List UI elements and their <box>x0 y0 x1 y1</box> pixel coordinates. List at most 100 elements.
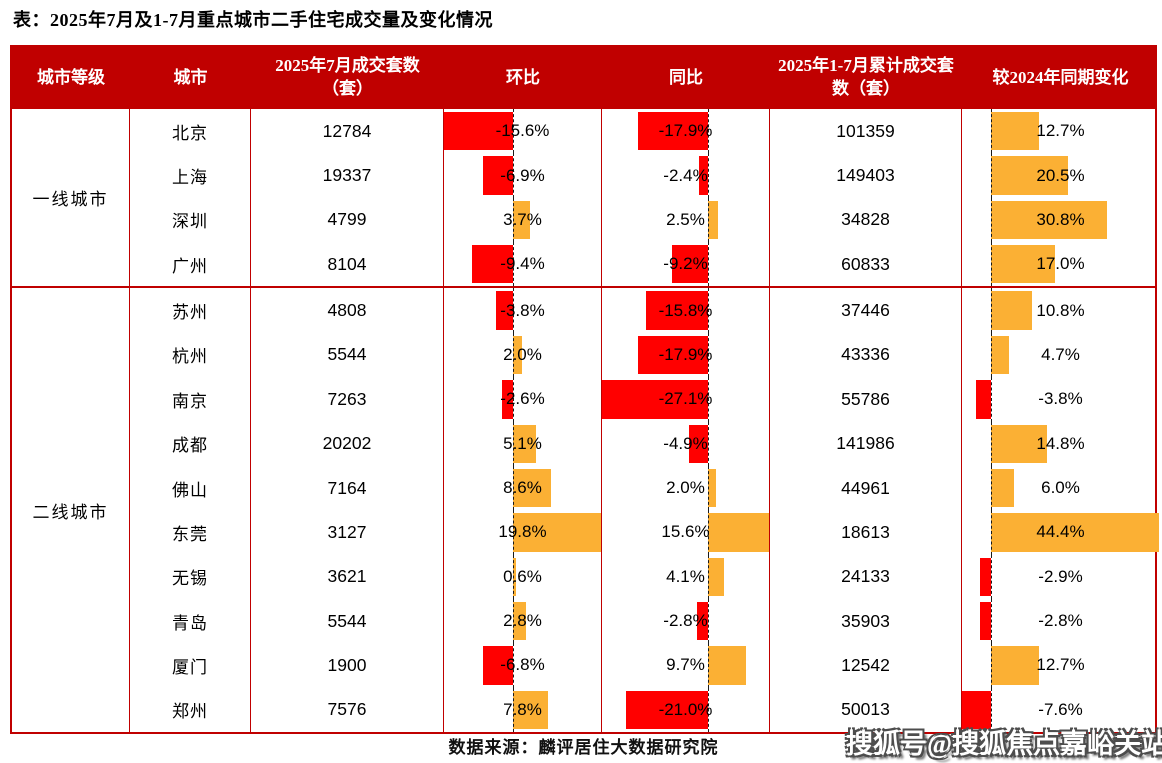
vs2024-cell: 12.7% <box>962 643 1159 688</box>
zero-baseline <box>990 465 992 511</box>
zero-baseline <box>707 242 709 287</box>
table-header-row: 城市等级 城市 2025年7月成交套数（套） 环比 同比 2025年1-7月累计成交套数（… <box>12 47 1155 109</box>
mom-cell: 5.1% <box>444 421 602 466</box>
city-cell: 东莞 <box>130 510 251 555</box>
city-cell: 无锡 <box>130 554 251 599</box>
yoy-cell: -15.8% <box>602 288 770 333</box>
yoy-cell-value: 9.7% <box>666 655 705 675</box>
column-header-jul: 2025年7月成交套数（套） <box>275 56 420 98</box>
zero-baseline <box>513 598 515 644</box>
positive-bar <box>990 468 1014 508</box>
yoy-cell: -21.0% <box>602 687 770 733</box>
positive-bar <box>990 424 1047 463</box>
table-row: 苏州 4808 -3.8% -15.8% 37446 10.8% <box>130 288 1159 333</box>
mom-cell: 3.7% <box>444 197 602 243</box>
negative-bar <box>496 291 514 330</box>
positive-bar <box>513 200 530 240</box>
mom-cell: 8.6% <box>444 465 602 511</box>
zero-baseline <box>990 510 992 555</box>
negative-bar <box>444 112 514 151</box>
mom-cell-value: 5.1% <box>503 433 542 453</box>
vs2024-cell-value: 10.8% <box>1036 300 1085 320</box>
tier-label: 一线城市 <box>12 109 130 287</box>
yoy-cell: 2.0% <box>602 465 770 511</box>
table-row: 上海 19337 -6.9% -2.4% 149403 20.5% <box>130 153 1159 198</box>
vs2024-cell: 10.8% <box>962 288 1159 333</box>
vs2024-cell: 12.7% <box>962 109 1159 154</box>
positive-bar <box>513 513 601 552</box>
mom-cell-value: -15.6% <box>495 121 550 141</box>
jul-sales-cell: 3127 <box>251 510 444 555</box>
mom-cell-value: -9.4% <box>500 254 545 274</box>
zero-baseline <box>513 377 515 422</box>
zero-baseline <box>513 109 515 154</box>
zero-baseline <box>513 687 515 733</box>
zero-baseline <box>513 197 515 243</box>
mom-cell-value: -3.8% <box>500 300 545 320</box>
yoy-cell-value: -15.8% <box>658 300 713 320</box>
mom-cell-value: 0.6% <box>503 566 542 586</box>
zero-baseline <box>990 554 992 599</box>
mom-cell: 2.0% <box>444 332 602 378</box>
tier-label: 二线城市 <box>12 288 130 733</box>
cum-sales-cell: 50013 <box>770 687 962 733</box>
column-header-city: 城市 <box>173 67 208 87</box>
zero-baseline <box>707 687 709 733</box>
zero-baseline <box>990 153 992 198</box>
yoy-cell-value: -2.4% <box>663 165 708 185</box>
zero-baseline <box>513 554 515 599</box>
zero-baseline <box>990 288 992 333</box>
city-cell: 佛山 <box>130 465 251 511</box>
city-cell: 青岛 <box>130 598 251 644</box>
zero-baseline <box>990 242 992 287</box>
negative-bar <box>688 424 708 463</box>
zero-baseline <box>990 332 992 378</box>
positive-bar <box>990 291 1032 330</box>
vs2024-cell-value: -2.8% <box>1038 611 1083 631</box>
vs2024-cell: -3.8% <box>962 377 1159 422</box>
cum-sales-cell: 43336 <box>770 332 962 378</box>
vs2024-cell-value: 6.0% <box>1041 478 1080 498</box>
column-header-chg: 较2024年同期变化 <box>992 67 1129 87</box>
city-cell: 苏州 <box>130 288 251 333</box>
zero-baseline <box>707 643 709 688</box>
jul-sales-cell: 1900 <box>251 643 444 688</box>
yoy-cell: -9.2% <box>602 242 770 287</box>
yoy-cell: -2.4% <box>602 153 770 198</box>
cum-sales-cell: 101359 <box>770 109 962 154</box>
vs2024-cell-value: -3.8% <box>1038 389 1083 409</box>
mom-cell-value: 2.0% <box>503 344 542 364</box>
city-cell: 广州 <box>130 242 251 287</box>
table-row: 广州 8104 -9.4% -9.2% 60833 17.0% <box>130 242 1159 287</box>
positive-bar <box>513 557 516 596</box>
vs2024-cell-value: 20.5% <box>1036 165 1085 185</box>
vs2024-cell-value: 44.4% <box>1036 522 1085 542</box>
cum-sales-cell: 149403 <box>770 153 962 198</box>
table-row: 深圳 4799 3.7% 2.5% 34828 30.8% <box>130 197 1159 243</box>
table-row: 杭州 5544 2.0% -17.9% 43336 4.7% <box>130 332 1159 378</box>
jul-sales-cell: 12784 <box>251 109 444 154</box>
vs2024-cell: 6.0% <box>962 465 1159 511</box>
city-cell: 深圳 <box>130 197 251 243</box>
zero-baseline <box>707 421 709 466</box>
positive-bar <box>707 200 718 240</box>
yoy-cell-value: 2.5% <box>666 209 705 229</box>
column-header-yoy: 同比 <box>669 67 703 87</box>
yoy-cell-value: 4.1% <box>666 566 705 586</box>
zero-baseline <box>707 554 709 599</box>
yoy-cell: -2.8% <box>602 598 770 644</box>
cum-sales-cell: 24133 <box>770 554 962 599</box>
table-row: 成都 20202 5.1% -4.9% 141986 14.8% <box>130 421 1159 466</box>
cum-sales-cell: 35903 <box>770 598 962 644</box>
cum-sales-cell: 141986 <box>770 421 962 466</box>
column-header-mom: 环比 <box>506 67 540 87</box>
positive-bar <box>707 513 769 552</box>
positive-bar <box>707 468 716 508</box>
positive-bar <box>513 690 548 730</box>
jul-sales-cell: 8104 <box>251 242 444 287</box>
zero-baseline <box>513 242 515 287</box>
zero-baseline <box>707 598 709 644</box>
mom-cell-value: 2.8% <box>503 611 542 631</box>
zero-baseline <box>707 288 709 333</box>
cum-sales-cell: 44961 <box>770 465 962 511</box>
